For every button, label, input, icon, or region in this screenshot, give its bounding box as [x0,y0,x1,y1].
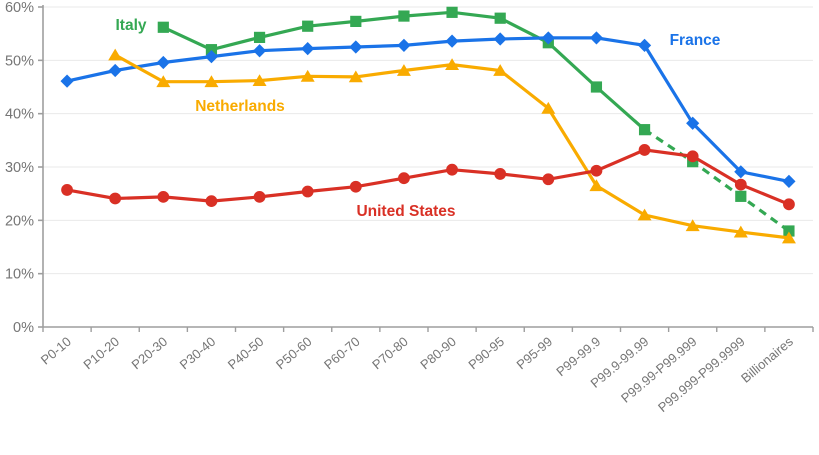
data-point-france-P99.99-P99.999[interactable] [686,116,700,130]
data-point-netherlands-Billionaires[interactable] [781,231,796,244]
data-point-italy-P30-40[interactable] [205,44,218,56]
data-point-italy-P99-99.9[interactable] [590,81,603,93]
data-point-netherlands-P99.9-99.99[interactable] [637,208,652,221]
data-point-united-states-P10-20[interactable] [109,192,122,205]
data-point-netherlands-P60-70[interactable] [348,70,363,83]
data-point-netherlands-P30-40[interactable] [204,75,219,88]
data-point-united-states-P90-95[interactable] [494,168,507,180]
data-point-united-states-P60-70[interactable] [349,180,362,193]
x-tick-label: P20-30 [128,334,170,372]
data-point-france-P95-99[interactable] [541,31,555,45]
y-tick-label: 40% [5,107,34,123]
y-tick-label: 0% [13,320,34,336]
data-point-netherlands-P10-20[interactable] [108,48,123,61]
y-tick-label: 10% [5,267,34,283]
data-point-united-states-P20-30[interactable] [157,190,170,203]
x-tick-label: P60-70 [321,334,363,372]
data-point-france-P50-60[interactable] [301,42,315,56]
series-label-united-states: United States [356,203,455,220]
data-point-netherlands-P99.999-P99.9999[interactable] [733,225,748,238]
data-point-italy-Billionaires[interactable] [783,225,795,237]
data-point-france-P90-95[interactable] [493,32,507,46]
data-point-france-P99-99.9[interactable] [589,31,604,45]
data-point-united-states-P99.99-P99.999[interactable] [686,150,699,163]
data-point-france-P70-80[interactable] [397,38,411,52]
data-point-united-states-P95-99[interactable] [542,173,555,186]
data-point-united-states-P40-50[interactable] [253,190,266,203]
data-point-italy-P70-80[interactable] [398,10,410,22]
data-point-netherlands-P95-99[interactable] [541,101,556,114]
data-point-netherlands-P40-50[interactable] [252,74,267,86]
y-tick-label: 30% [5,160,34,176]
data-point-france-P99.999-P99.9999[interactable] [734,165,748,179]
data-point-united-states-P30-40[interactable] [205,195,218,208]
data-point-france-P10-20[interactable] [108,63,122,78]
series-line-dashed-italy [643,128,790,233]
data-point-italy-P99.9-99.99[interactable] [638,124,651,136]
data-point-netherlands-P90-95[interactable] [493,64,508,76]
data-point-italy-P60-70[interactable] [350,15,362,27]
data-point-italy-P20-30[interactable] [157,21,169,33]
data-point-united-states-P50-60[interactable] [301,185,314,198]
data-point-france-P20-30[interactable] [156,55,170,70]
series-line-france [66,36,790,183]
x-tick-label: P90-95 [465,334,507,372]
data-point-netherlands-P50-60[interactable] [300,69,315,82]
data-point-italy-P50-60[interactable] [302,20,314,32]
x-tick-label: P95-99 [513,334,555,372]
data-point-france-P99.9-99.99[interactable] [637,38,652,52]
x-tick-label: P30-40 [177,334,219,372]
x-tick-label: Billionaires [738,333,796,385]
series-label-france: France [670,32,721,49]
data-point-france-P80-90[interactable] [445,34,459,48]
data-point-italy-P99.999-P99.9999[interactable] [735,190,747,202]
data-point-netherlands-P99.99-P99.999[interactable] [685,219,700,232]
y-tick-label: 20% [5,213,34,229]
x-tick-label: P10-20 [80,334,122,372]
x-tick-label: P40-50 [225,334,267,372]
x-tick-label: P80-90 [417,334,459,372]
data-point-united-states-P0-10[interactable] [61,184,73,196]
data-point-united-states-Billionaires[interactable] [783,198,795,211]
y-tick-label: 60% [5,0,34,16]
x-tick-label: P50-60 [273,334,315,372]
data-point-united-states-P99.999-P99.9999[interactable] [734,178,747,191]
x-tick-label: P99.999-P99.9999 [655,334,748,415]
series-line-united-states [66,148,790,206]
data-point-netherlands-P99-99.9[interactable] [589,179,604,192]
series-label-italy: Italy [115,17,146,34]
x-tick-label: P0-10 [38,334,74,368]
data-point-france-Billionaires[interactable] [782,174,796,188]
data-point-france-P30-40[interactable] [204,50,219,64]
data-point-italy-P40-50[interactable] [253,31,266,43]
data-point-netherlands-P20-30[interactable] [156,75,171,88]
data-point-france-P60-70[interactable] [349,40,363,54]
series-label-netherlands: Netherlands [195,98,285,115]
data-point-france-P0-10[interactable] [60,74,74,88]
data-point-united-states-P99.9-99.99[interactable] [638,144,651,156]
data-point-france-P40-50[interactable] [252,44,267,58]
data-point-united-states-P70-80[interactable] [398,172,410,185]
y-tick-label: 50% [5,53,34,69]
x-tick-label: P70-80 [369,334,411,372]
data-point-italy-P80-90[interactable] [446,6,458,18]
data-point-netherlands-P80-90[interactable] [445,58,460,70]
data-point-italy-P90-95[interactable] [494,12,506,24]
data-point-united-states-P80-90[interactable] [446,163,458,176]
data-point-united-states-P99-99.9[interactable] [590,164,603,177]
data-point-netherlands-P70-80[interactable] [396,64,411,76]
